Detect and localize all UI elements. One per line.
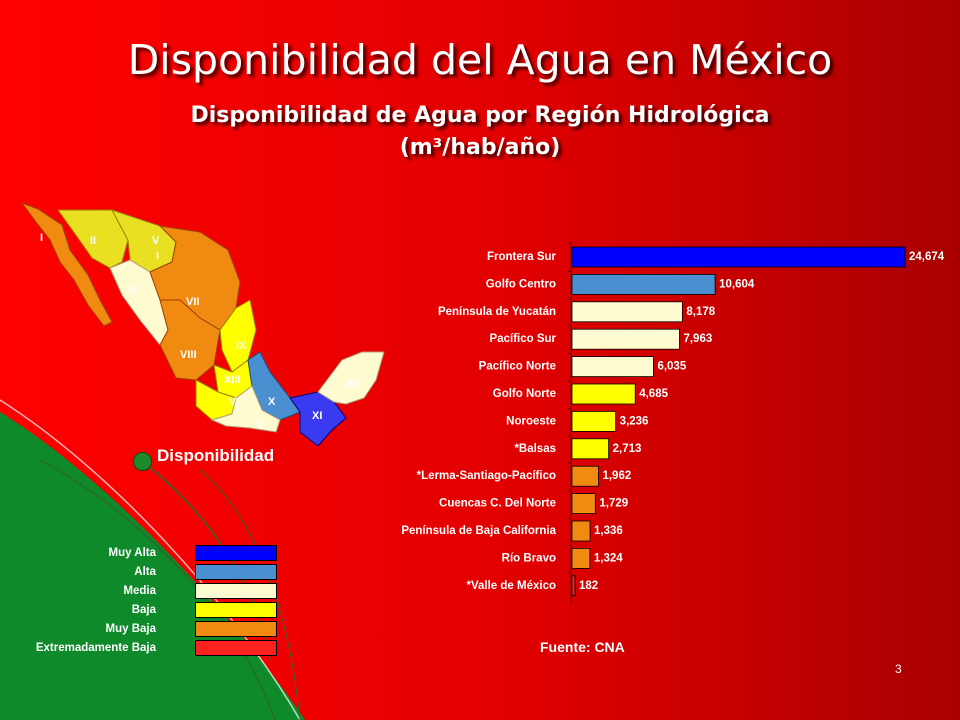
bar <box>571 410 617 432</box>
legend: Muy Alta Alta Media Baja Muy Baja Extrem… <box>0 540 290 660</box>
category-label: Frontera Sur <box>487 251 557 263</box>
bar <box>571 575 576 597</box>
value-label: 2,713 <box>613 443 642 455</box>
value-label: 1,336 <box>594 525 623 537</box>
bar <box>571 548 591 569</box>
bar <box>571 383 636 405</box>
value-label: 3,236 <box>620 415 649 427</box>
bar <box>571 246 906 268</box>
bar <box>571 493 596 515</box>
bar <box>571 465 599 487</box>
legend-swatch <box>195 602 277 618</box>
legend-swatch <box>195 545 277 561</box>
category-label: *Balsas <box>514 443 556 455</box>
legend-item: Muy Alta <box>0 545 290 561</box>
map-label: X <box>268 396 276 408</box>
legend-item: Media <box>0 583 290 599</box>
legend-swatch <box>195 640 277 656</box>
map-region-v <box>210 385 281 433</box>
category-label: Pacífico Sur <box>490 333 557 345</box>
page-number: 3 <box>895 662 902 676</box>
value-label: 8,178 <box>686 306 715 318</box>
legend-swatch <box>195 564 277 580</box>
map-label: I <box>156 250 159 262</box>
source-note: Fuente: CNA <box>540 639 625 655</box>
map-region-i <box>20 201 113 327</box>
legend-item: Baja <box>0 602 290 618</box>
map-label: XII <box>346 378 359 390</box>
map-region-viii <box>159 299 221 381</box>
value-label: 7,963 <box>683 333 712 345</box>
legend-label: Muy Baja <box>105 623 157 635</box>
category-label: Golfo Norte <box>493 388 556 400</box>
map-label: II <box>90 235 96 247</box>
value-label: 1,729 <box>599 498 628 510</box>
page-title: Disponibilidad del Agua en México <box>127 36 833 84</box>
legend-label: Muy Alta <box>108 547 157 559</box>
chart-subtitle: Disponibilidad de Agua por Región Hidrol… <box>190 103 770 128</box>
map-label: XIII <box>224 374 241 386</box>
legend-item: Muy Baja <box>0 621 290 637</box>
category-label: Pacífico Norte <box>479 361 556 373</box>
map-label: XI <box>312 410 322 422</box>
map-label: VIII <box>180 349 197 361</box>
legend-swatch <box>195 621 277 637</box>
map-region-xii <box>317 351 385 405</box>
map-label: V <box>257 419 265 431</box>
legend-title: Disponibilidad <box>157 446 275 465</box>
value-label: 10,604 <box>719 278 755 290</box>
legend-label: Alta <box>134 566 156 578</box>
bullet-dot <box>133 452 152 471</box>
chart-units: (m³/hab/año) <box>399 135 561 160</box>
category-label: Península de Baja California <box>401 525 556 537</box>
legend-item: Extremadamente Baja <box>0 640 290 656</box>
bar <box>571 520 591 542</box>
value-label: 24,674 <box>909 251 945 263</box>
map-label: I <box>40 232 43 244</box>
map-label: V <box>229 396 237 408</box>
value-label: 1,324 <box>594 552 623 564</box>
category-label: Golfo Centro <box>486 278 556 290</box>
map-label: VII <box>186 296 199 308</box>
category-label: *Valle de México <box>467 580 557 592</box>
value-label: 1,962 <box>602 470 631 482</box>
legend-label: Extremadamente Baja <box>35 642 156 654</box>
bar <box>571 328 680 350</box>
legend-label: Baja <box>131 604 156 616</box>
bar <box>571 273 716 295</box>
category-label: Noroeste <box>506 415 556 427</box>
bar <box>571 438 610 460</box>
legend-swatch <box>195 583 277 599</box>
bar <box>571 356 654 378</box>
category-label: Península de Yucatán <box>438 306 556 318</box>
category-label: *Lerma-Santiago-Pacífico <box>417 470 556 482</box>
map-label: III <box>128 285 137 297</box>
map-label: IX <box>236 340 247 352</box>
map-label: V <box>152 235 160 247</box>
bar <box>571 301 683 323</box>
legend-label: Media <box>123 585 156 597</box>
value-label: 182 <box>579 580 598 592</box>
category-label: Cuencas C. Del Norte <box>439 498 556 510</box>
category-label: Río Bravo <box>502 552 556 564</box>
mexico-region-map: I II V I III VII IX VIII XIII XII V X XI… <box>20 201 385 447</box>
value-label: 6,035 <box>657 361 686 373</box>
legend-item: Alta <box>0 564 290 580</box>
value-label: 4,685 <box>639 388 668 400</box>
